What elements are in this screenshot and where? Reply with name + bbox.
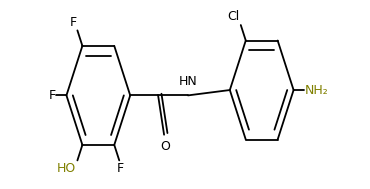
Text: F: F	[48, 89, 55, 102]
Text: NH₂: NH₂	[305, 84, 328, 97]
Text: F: F	[69, 16, 77, 29]
Text: HO: HO	[57, 162, 77, 175]
Text: Cl: Cl	[228, 10, 240, 23]
Text: HN: HN	[179, 75, 197, 88]
Text: F: F	[117, 162, 124, 175]
Text: O: O	[160, 140, 170, 153]
